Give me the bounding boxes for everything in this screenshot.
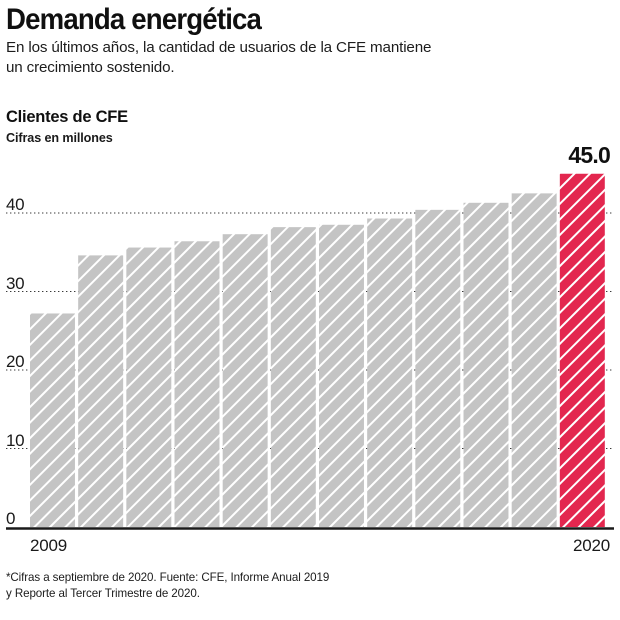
source-footnote: *Cifras a septiembre de 2020. Fuente: CF… — [6, 570, 329, 602]
bars — [30, 173, 605, 528]
bar[interactable] — [463, 202, 509, 528]
bar[interactable] — [511, 193, 557, 528]
y-tick-label: 30 — [6, 273, 25, 293]
footnote-line-1: *Cifras a septiembre de 2020. Fuente: CF… — [6, 571, 330, 584]
footnote-line-2: y Reporte al Tercer Trimestre de 2020. — [6, 586, 200, 600]
bar[interactable] — [174, 241, 220, 527]
chart-subtitle: Cifras en millones — [6, 131, 113, 145]
y-tick-label: 10 — [6, 430, 25, 450]
bar[interactable] — [367, 218, 413, 528]
x-tick-last: 2020 — [572, 536, 610, 555]
highlight-value-label: 45.0 — [568, 142, 610, 168]
y-tick-label: 0 — [6, 509, 16, 528]
y-tick-label: 40 — [6, 195, 25, 214]
y-tick-label: 20 — [6, 352, 25, 371]
bar-highlight[interactable] — [559, 173, 605, 527]
page-title: Demanda energética — [6, 3, 262, 36]
bar[interactable] — [222, 234, 268, 527]
standfirst-line-1: En los últimos años, la cantidad de usua… — [6, 39, 432, 57]
standfirst-line-2: un crecimiento sostenido. — [6, 58, 175, 76]
article-standfirst: En los últimos años, la cantidad de usua… — [6, 38, 566, 78]
chart-title: Clientes de CFE — [6, 108, 128, 126]
article-header: Demanda energética En los últimos años, … — [6, 4, 606, 78]
bar[interactable] — [78, 255, 124, 527]
bar[interactable] — [126, 247, 172, 528]
bar[interactable] — [319, 224, 364, 527]
bar[interactable] — [415, 209, 461, 528]
bar[interactable] — [270, 227, 316, 527]
bar[interactable] — [30, 313, 75, 527]
x-tick-first: 2009 — [30, 536, 68, 555]
